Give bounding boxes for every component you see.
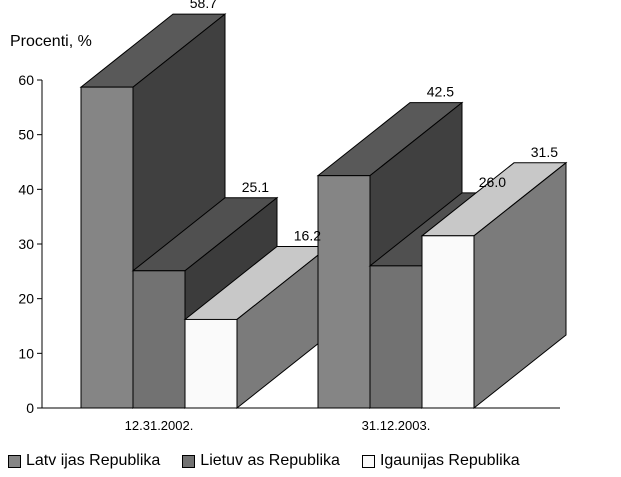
bar-igaunijas-republika-0: [183, 245, 331, 410]
legend-item-lithuania: Lietuv as Republika: [182, 452, 340, 470]
y-axis-label: Procenti, %: [10, 33, 92, 50]
bar-front-face: [369, 265, 423, 409]
value-label: 42.5: [427, 84, 454, 100]
y-tick-label: 20: [18, 291, 34, 307]
bar-front-face: [132, 270, 186, 409]
legend-swatch-latvia: [8, 454, 21, 468]
bar-front-face: [421, 235, 475, 409]
y-axis: 0 10 20 30 40 50 60: [18, 72, 560, 416]
y-tick-label: 30: [18, 236, 34, 252]
x-axis-labels: 12.31.2002. 31.12.2003.: [125, 418, 431, 433]
legend-item-latvia: Latv ijas Republika: [8, 452, 160, 470]
legend-label-estonia: Igaunijas Republika: [379, 452, 520, 469]
y-tick-label: 0: [26, 400, 34, 416]
y-tick-label: 50: [18, 127, 34, 143]
value-labels: 58.7 25.1 16.2 42.5 26.0 31.5: [190, 0, 558, 243]
x-tick-label: 31.12.2003.: [362, 418, 431, 433]
bars: [79, 13, 568, 410]
legend: Latv ijas Republika Lietuv as Republika …: [8, 450, 542, 472]
legend-swatch-estonia: [361, 454, 375, 468]
value-label: 16.2: [294, 227, 321, 243]
bar-front-face: [184, 318, 238, 409]
bar-front-face: [80, 86, 134, 409]
bar-front-face: [317, 175, 371, 409]
y-tick-label: 40: [18, 181, 34, 197]
value-label: 26.0: [479, 174, 506, 190]
y-tick-label: 10: [18, 345, 34, 361]
y-tick-label: 60: [18, 72, 34, 88]
bar-igaunijas-republika-1: [420, 161, 568, 410]
x-tick-label: 12.31.2002.: [125, 418, 194, 433]
legend-label-lithuania: Lietuv as Republika: [200, 452, 340, 469]
legend-swatch-lithuania: [182, 454, 196, 468]
legend-label-latvia: Latv ijas Republika: [26, 452, 161, 469]
value-label: 25.1: [242, 179, 269, 195]
value-label: 58.7: [190, 0, 217, 11]
legend-item-estonia: Igaunijas Republika: [361, 452, 520, 470]
value-label: 31.5: [531, 144, 558, 160]
